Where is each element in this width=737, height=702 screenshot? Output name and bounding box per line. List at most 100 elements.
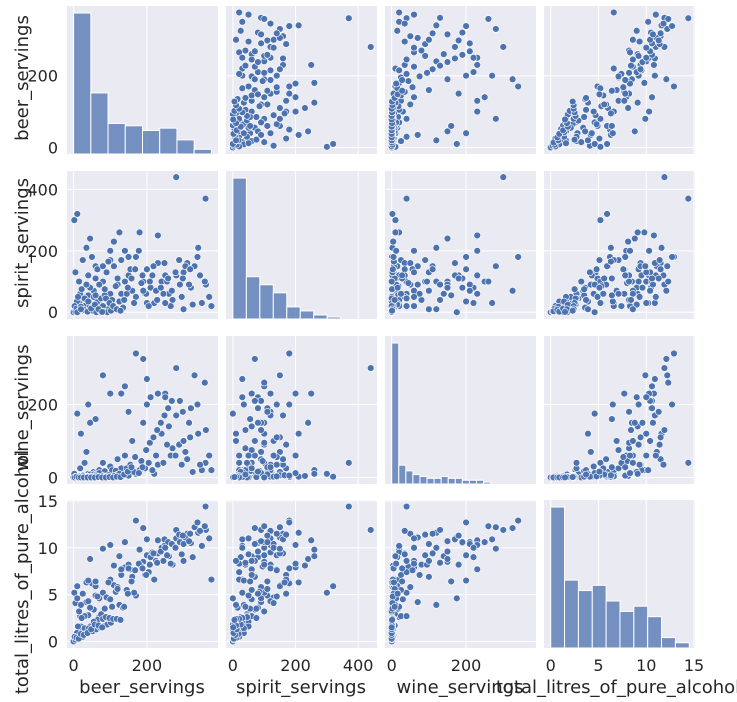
scatter-point	[466, 287, 474, 295]
scatter-point	[132, 349, 140, 358]
scatter-point	[649, 419, 657, 427]
scatter-point	[440, 290, 448, 298]
scatter-point	[135, 247, 143, 255]
x-axis-label-spirit-servings: spirit_servings	[236, 677, 366, 698]
scatter-point	[414, 131, 422, 139]
scatter-point	[454, 531, 463, 540]
panel-total_litres_of_pure_alcohol-vs-beer_servings	[67, 500, 218, 648]
scatter-point	[499, 173, 507, 181]
x-tick-label: 400	[343, 656, 374, 675]
scatter-point	[651, 71, 659, 80]
scatter-point	[91, 291, 100, 300]
scatter-point	[323, 470, 331, 478]
scatter-point	[229, 115, 237, 124]
histogram-bar	[107, 122, 126, 155]
scatter-point	[652, 10, 660, 19]
scatter-point	[149, 549, 158, 558]
scatter-point	[425, 540, 433, 548]
scatter-point	[269, 43, 278, 52]
scatter-point	[406, 583, 414, 591]
scatter-point	[251, 75, 259, 83]
scatter-point	[636, 433, 645, 442]
scatter-point	[648, 382, 656, 391]
scatter-point	[282, 589, 290, 598]
scatter-point	[263, 577, 272, 586]
x-tick-label: 0	[546, 656, 556, 675]
scatter-point	[301, 561, 309, 570]
scatter-point	[205, 534, 213, 543]
scatter-point	[247, 464, 256, 473]
scatter-point	[443, 537, 452, 545]
scatter-point	[161, 544, 169, 552]
scatter-point	[469, 299, 478, 307]
scatter-point	[154, 389, 162, 398]
scatter-point	[106, 541, 114, 549]
scatter-point	[436, 14, 444, 22]
scatter-point	[130, 589, 138, 597]
scatter-point	[410, 534, 418, 543]
scatter-point	[469, 544, 478, 552]
scatter-point	[646, 437, 654, 445]
histogram-bar	[313, 314, 328, 320]
scatter-point	[469, 68, 478, 76]
scatter-point	[664, 15, 672, 23]
scatter-point	[629, 290, 637, 298]
scatter-point	[621, 253, 629, 261]
scatter-point	[607, 244, 615, 252]
scatter-point	[473, 231, 481, 240]
scatter-point	[631, 419, 639, 427]
scatter-point	[626, 451, 634, 460]
scatter-point	[584, 429, 592, 438]
scatter-point	[280, 578, 289, 587]
scatter-point	[492, 115, 500, 123]
scatter-point	[263, 36, 272, 45]
scatter-point	[235, 48, 243, 57]
scatter-point	[257, 537, 265, 545]
scatter-point	[159, 290, 168, 298]
scatter-point	[260, 15, 268, 23]
scatter-point	[410, 43, 418, 52]
scatter-point	[168, 444, 177, 452]
scatter-point	[244, 534, 253, 543]
scatter-point	[329, 473, 337, 481]
scatter-point	[98, 623, 106, 632]
scatter-point	[612, 437, 621, 445]
scatter-point	[153, 559, 161, 567]
scatter-point	[150, 575, 158, 584]
scatter-point	[301, 472, 309, 480]
scatter-point	[508, 524, 517, 532]
scatter-point	[466, 47, 474, 55]
scatter-point	[633, 470, 642, 478]
scatter-point	[390, 296, 399, 304]
scatter-point	[291, 541, 300, 549]
scatter-point	[561, 473, 569, 482]
scatter-point	[415, 290, 424, 298]
scatter-point	[436, 280, 444, 289]
scatter-point	[462, 253, 470, 261]
histogram-bar	[142, 130, 161, 155]
scatter-point	[127, 274, 136, 283]
scatter-point	[655, 440, 664, 449]
histogram-bar	[619, 610, 635, 649]
scatter-point	[398, 564, 406, 573]
scatter-point	[108, 603, 116, 611]
scatter-point	[279, 455, 287, 463]
scatter-point	[139, 287, 147, 295]
scatter-point	[458, 538, 467, 546]
scatter-point	[454, 36, 463, 45]
scatter-point	[423, 69, 431, 77]
scatter-point	[273, 83, 281, 91]
scatter-point	[480, 93, 489, 101]
scatter-point	[421, 52, 429, 60]
histogram-bar	[419, 475, 428, 485]
scatter-point	[608, 463, 616, 471]
scatter-point	[263, 122, 272, 130]
scatter-point	[473, 61, 481, 69]
scatter-point	[600, 100, 608, 109]
scatter-point	[260, 473, 268, 482]
scatter-point	[294, 529, 303, 537]
scatter-point	[654, 274, 663, 283]
x-tick-label: 200	[451, 656, 482, 675]
scatter-point	[454, 560, 463, 569]
scatter-point	[76, 464, 84, 473]
